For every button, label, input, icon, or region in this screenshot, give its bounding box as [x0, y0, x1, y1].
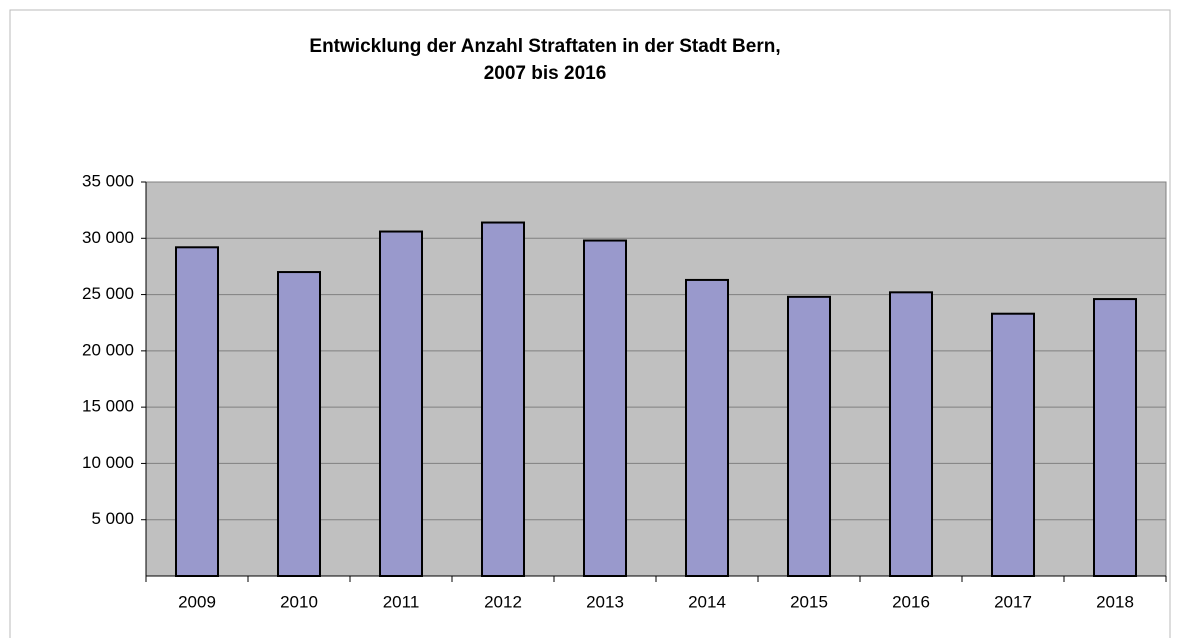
bar: [175, 246, 219, 577]
x-tick-label: 2010: [280, 592, 318, 611]
y-tick-label: 10 000: [82, 453, 134, 472]
x-tick-label: 2012: [484, 592, 522, 611]
bar: [889, 291, 933, 577]
bar: [277, 271, 321, 577]
chart-title: Entwicklung der Anzahl Straftaten in der…: [309, 36, 780, 57]
bar: [685, 278, 729, 577]
x-tick-label: 2015: [790, 592, 828, 611]
y-tick-label: 30 000: [82, 228, 134, 247]
y-tick-label: 15 000: [82, 397, 134, 416]
x-tick-label: 2011: [383, 592, 420, 611]
x-tick-label: 2018: [1096, 592, 1134, 611]
x-tick-label: 2017: [994, 592, 1032, 611]
bar: [1093, 298, 1137, 577]
bar: [379, 230, 423, 577]
x-tick-label: 2014: [688, 592, 726, 611]
x-tick-label: 2016: [892, 592, 930, 611]
y-tick-label: 35 000: [82, 171, 134, 190]
x-tick-label: 2009: [178, 592, 216, 611]
x-tick-label: 2013: [586, 592, 624, 611]
bar: [583, 239, 627, 577]
chart-title: 2007 bis 2016: [484, 63, 607, 84]
bar: [991, 312, 1035, 577]
y-tick-label: 20 000: [82, 340, 134, 359]
bar: [787, 295, 831, 577]
bar: [481, 221, 525, 577]
y-tick-label: 5 000: [91, 509, 134, 528]
y-tick-label: 25 000: [82, 284, 134, 303]
